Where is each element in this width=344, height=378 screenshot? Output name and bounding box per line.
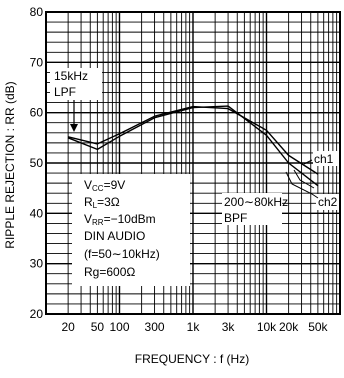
y-tick-label: 20 (30, 307, 44, 321)
ch1-label-bg (313, 151, 340, 166)
condition-vcc: VCC=9V (84, 178, 125, 193)
x-tick-label: 300 (145, 320, 165, 334)
lpf-freq-label: 15kHz (54, 69, 88, 83)
x-tick-label: 20 (61, 320, 75, 334)
x-axis-label: FREQUENCY : f (Hz) (135, 352, 249, 366)
x-tick-label: 3k (222, 320, 236, 334)
x-tick-label: 20k (279, 320, 299, 334)
x-tick-label: 100 (109, 320, 129, 334)
y-tick-label: 40 (30, 206, 44, 220)
x-tick-label: 10k (257, 320, 277, 334)
x-tick-label: 50 (91, 320, 105, 334)
y-tick-label: 60 (30, 106, 44, 120)
y-tick-label: 50 (30, 156, 44, 170)
bpf-leader (293, 169, 315, 189)
plot-frame (45, 11, 341, 315)
series-line-ch1 (67, 105, 319, 175)
ch2-leader (285, 171, 319, 199)
condition-vrr: VRR=−10dBm (84, 212, 156, 227)
y-tick-label: 30 (30, 257, 44, 271)
condition-band: (f=50∼10kHz) (84, 247, 160, 261)
x-tick-label: 1k (187, 320, 201, 334)
bpf-freq-label: 200∼80kHz (224, 195, 288, 209)
conditions-box-bg (72, 174, 190, 286)
bpf-label: BPF (224, 211, 247, 225)
lpf-arrow-head (70, 124, 78, 132)
axis-ticks: 20 30 40 50 60 70 80 20 50 100 300 1k 3k 10k 20k 50k (30, 5, 329, 334)
y-tick-label: 80 (30, 5, 44, 19)
ch1-leader (303, 159, 313, 165)
lpf-label-bg (50, 68, 102, 100)
x-tick-label: 50k (308, 320, 328, 334)
condition-din: DIN AUDIO (84, 229, 145, 243)
series-line-ch2 (67, 105, 319, 187)
y-tick-label: 70 (30, 55, 44, 69)
condition-rl: RL=3Ω (84, 195, 120, 210)
condition-rg: Rg=600Ω (84, 265, 135, 279)
lpf-label: LPF (54, 85, 76, 99)
y-axis-label: RIPPLE REJECTION : RR (dB) (3, 81, 17, 248)
series-group (67, 105, 319, 187)
annotations: 15kHz LPF VCC=9V RL=3Ω VRR=−10dBm DIN AUDIO (f… (50, 68, 342, 286)
ch2-label-bg (316, 194, 342, 210)
plot-border (45, 11, 341, 315)
ch1-label: ch1 (314, 152, 334, 166)
ch2-label: ch2 (318, 195, 338, 209)
bpf-label-bg (222, 193, 282, 225)
